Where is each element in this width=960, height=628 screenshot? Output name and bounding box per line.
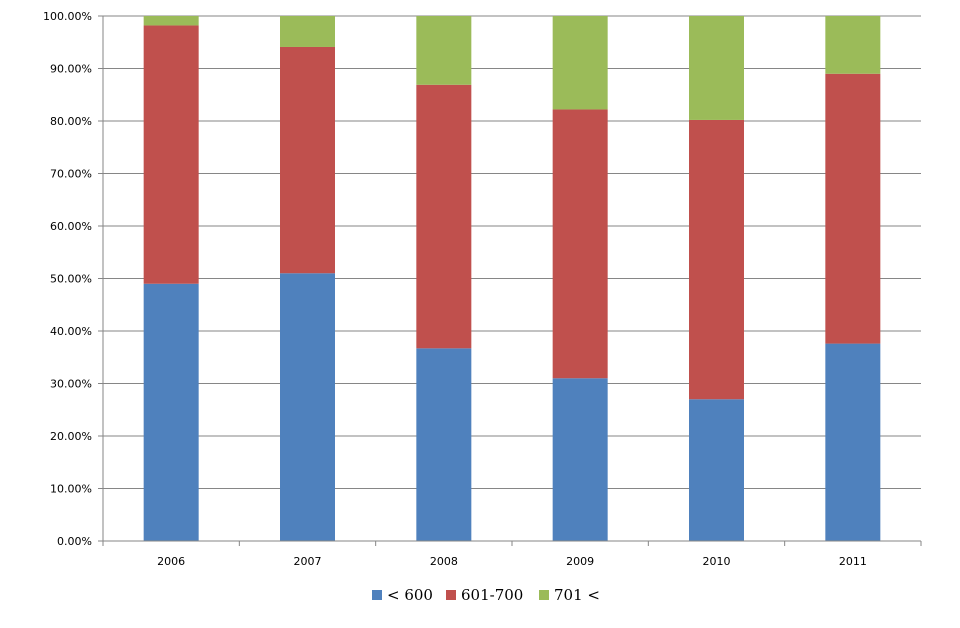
legend-label-1: < 600 [387, 586, 433, 604]
legend-swatch-1 [372, 590, 382, 600]
y-tick-label: 40.00% [50, 325, 92, 338]
y-tick-label: 90.00% [50, 63, 92, 76]
bar-2009-series-3 [552, 16, 608, 110]
bar-2008-series-1 [416, 348, 472, 541]
x-tick-label: 2010 [703, 555, 731, 568]
bar-2009-series-2 [552, 109, 608, 379]
x-tick-label: 2007 [294, 555, 322, 568]
legend-swatch-3 [539, 590, 549, 600]
bar-2008-series-3 [416, 16, 472, 85]
x-tick-label: 2011 [839, 555, 867, 568]
bar-2006-series-1 [143, 283, 199, 541]
bar-2008-series-2 [416, 84, 472, 349]
bar-2011-series-1 [825, 343, 881, 541]
y-tick-label: 70.00% [50, 168, 92, 181]
y-tick-label: 50.00% [50, 273, 92, 286]
y-tick-label: 30.00% [50, 378, 92, 391]
bars-group [143, 16, 881, 541]
y-tick-label: 0.00% [57, 535, 92, 548]
bar-2007-series-1 [280, 273, 335, 541]
bar-2011-series-3 [825, 16, 881, 74]
legend-label-2: 601-700 [461, 586, 523, 604]
x-tick-labels: 2006 2007 2008 2009 2010 2011 [157, 555, 867, 568]
y-tick-label: 80.00% [50, 115, 92, 128]
y-tick-label: 20.00% [50, 430, 92, 443]
y-tick-label: 100.00% [43, 10, 92, 23]
axes [98, 15, 922, 546]
x-tick-label: 2009 [566, 555, 594, 568]
bar-2006-series-2 [143, 25, 199, 284]
bar-2010-series-1 [689, 399, 744, 541]
bar-2010-series-2 [689, 119, 744, 400]
x-tick-label: 2008 [430, 555, 458, 568]
y-tick-labels: 0.00% 10.00% 20.00% 30.00% 40.00% 50.00% 60.00… [43, 10, 92, 548]
gridlines [103, 15, 921, 489]
bar-2007-series-3 [280, 16, 335, 47]
bar-2007-series-2 [280, 46, 335, 274]
bar-2006-series-3 [143, 16, 199, 26]
legend-swatch-2 [446, 590, 456, 600]
x-tick-label: 2006 [157, 555, 185, 568]
bar-2011-series-2 [825, 73, 881, 344]
bar-2010-series-3 [689, 16, 744, 120]
y-tick-label: 10.00% [50, 483, 92, 496]
y-tick-label: 60.00% [50, 220, 92, 233]
legend-label-3: 701 < [554, 586, 600, 604]
bar-2009-series-1 [552, 378, 608, 541]
legend: < 600 601-700 701 < [372, 586, 600, 604]
